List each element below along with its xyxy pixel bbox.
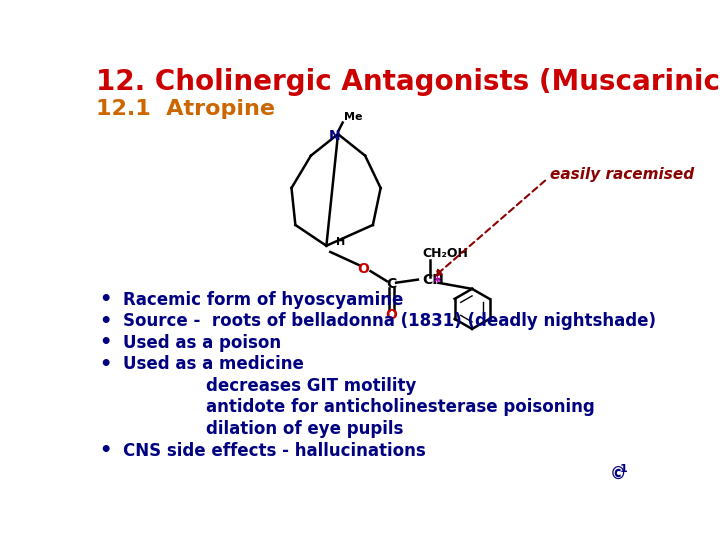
Text: CNS side effects - hallucinations: CNS side effects - hallucinations <box>122 442 426 460</box>
Text: •: • <box>99 333 112 352</box>
Text: antidote for anticholinesterase poisoning: antidote for anticholinesterase poisonin… <box>206 399 595 416</box>
Text: •: • <box>99 312 112 330</box>
Text: Source -  roots of belladonna (1831) (deadly nightshade): Source - roots of belladonna (1831) (dea… <box>122 312 655 330</box>
Text: Used as a medicine: Used as a medicine <box>122 355 303 373</box>
Text: C: C <box>387 277 397 291</box>
Text: Me: Me <box>344 112 363 122</box>
Text: Racemic form of hyoscyamine: Racemic form of hyoscyamine <box>122 291 403 309</box>
Text: ©: © <box>609 465 626 483</box>
Text: •: • <box>99 290 112 309</box>
Text: 1: 1 <box>619 464 627 474</box>
Text: O: O <box>385 308 397 322</box>
Text: decreases GIT motility: decreases GIT motility <box>206 377 417 395</box>
Text: •: • <box>99 441 112 460</box>
Text: H: H <box>336 237 345 247</box>
Text: 12. Cholinergic Antagonists (Muscarinic receptor): 12. Cholinergic Antagonists (Muscarinic … <box>96 68 720 96</box>
Text: Used as a poison: Used as a poison <box>122 334 281 352</box>
Text: •: • <box>99 355 112 374</box>
Text: dilation of eye pupils: dilation of eye pupils <box>206 420 404 438</box>
Text: CH₂OH: CH₂OH <box>423 247 468 260</box>
Text: *: * <box>433 275 441 289</box>
Text: easily racemised: easily racemised <box>549 167 693 183</box>
Text: CH: CH <box>423 273 444 287</box>
Text: O: O <box>357 262 369 276</box>
Text: 12.1  Atropine: 12.1 Atropine <box>96 99 275 119</box>
Text: N: N <box>328 129 340 143</box>
